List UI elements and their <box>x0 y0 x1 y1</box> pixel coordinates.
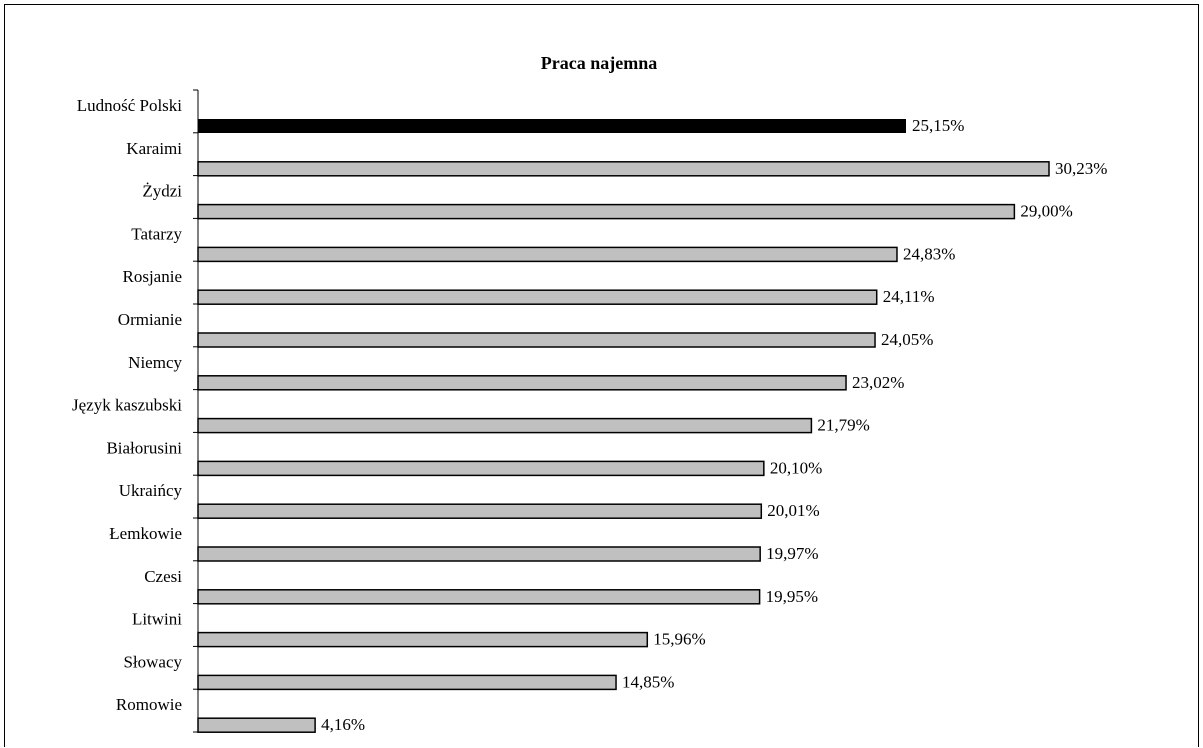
bars-layer: Ludność Polski 25,15% Karaimi 30,23% Żydzi 29… <box>72 89 1107 734</box>
category-label: Karaimi <box>126 139 182 158</box>
chart-frame: Praca najemna Ludność Polski 25,15% Karaim… <box>4 4 1199 747</box>
value-label: 19,95% <box>766 587 818 606</box>
value-label: 21,79% <box>817 416 869 435</box>
category-label: Ludność Polski <box>77 96 183 115</box>
value-label: 20,10% <box>770 458 822 477</box>
bar-14 <box>197 717 316 733</box>
category-label: Tatarzy <box>131 224 182 243</box>
bar-chart: Praca najemna Ludność Polski 25,15% Karaim… <box>72 53 1107 734</box>
bar-1 <box>197 161 1050 177</box>
value-label: 23,02% <box>852 373 904 392</box>
bar-9 <box>197 503 763 519</box>
bar-3 <box>197 246 898 263</box>
category-label: Romowie <box>116 695 182 714</box>
bar-0 <box>198 119 906 133</box>
value-label: 20,01% <box>767 501 819 520</box>
bar-12 <box>197 631 649 648</box>
value-label: 25,15% <box>912 116 964 135</box>
bar-11 <box>197 589 761 605</box>
category-label: Ormianie <box>118 310 182 329</box>
category-label: Czesi <box>144 567 182 586</box>
bar-2 <box>197 203 1016 220</box>
bar-13 <box>197 674 617 691</box>
value-label: 24,83% <box>903 244 955 263</box>
bar-6 <box>197 375 847 391</box>
value-label: 24,11% <box>883 287 935 306</box>
value-label: 4,16% <box>321 715 365 734</box>
chart-title: Praca najemna <box>541 53 657 73</box>
value-label: 14,85% <box>622 672 674 691</box>
bar-7 <box>197 417 813 434</box>
bar-10 <box>197 546 761 562</box>
value-label: 24,05% <box>881 330 933 349</box>
bar-8 <box>197 460 765 477</box>
value-label: 19,97% <box>766 544 818 563</box>
category-label: Język kaszubski <box>72 396 182 415</box>
category-label: Żydzi <box>142 182 182 201</box>
value-label: 30,23% <box>1055 159 1107 178</box>
bar-4 <box>197 289 878 305</box>
value-label: 29,00% <box>1020 202 1072 221</box>
category-label: Słowacy <box>123 652 182 671</box>
category-label: Ukraińcy <box>119 481 183 500</box>
category-label: Łemkowie <box>109 524 182 543</box>
value-label: 15,96% <box>653 630 705 649</box>
category-label: Litwini <box>132 610 182 629</box>
category-label: Białorusini <box>106 438 182 457</box>
bar-5 <box>197 332 876 348</box>
category-label: Rosjanie <box>123 267 183 286</box>
category-label: Niemcy <box>128 353 182 372</box>
